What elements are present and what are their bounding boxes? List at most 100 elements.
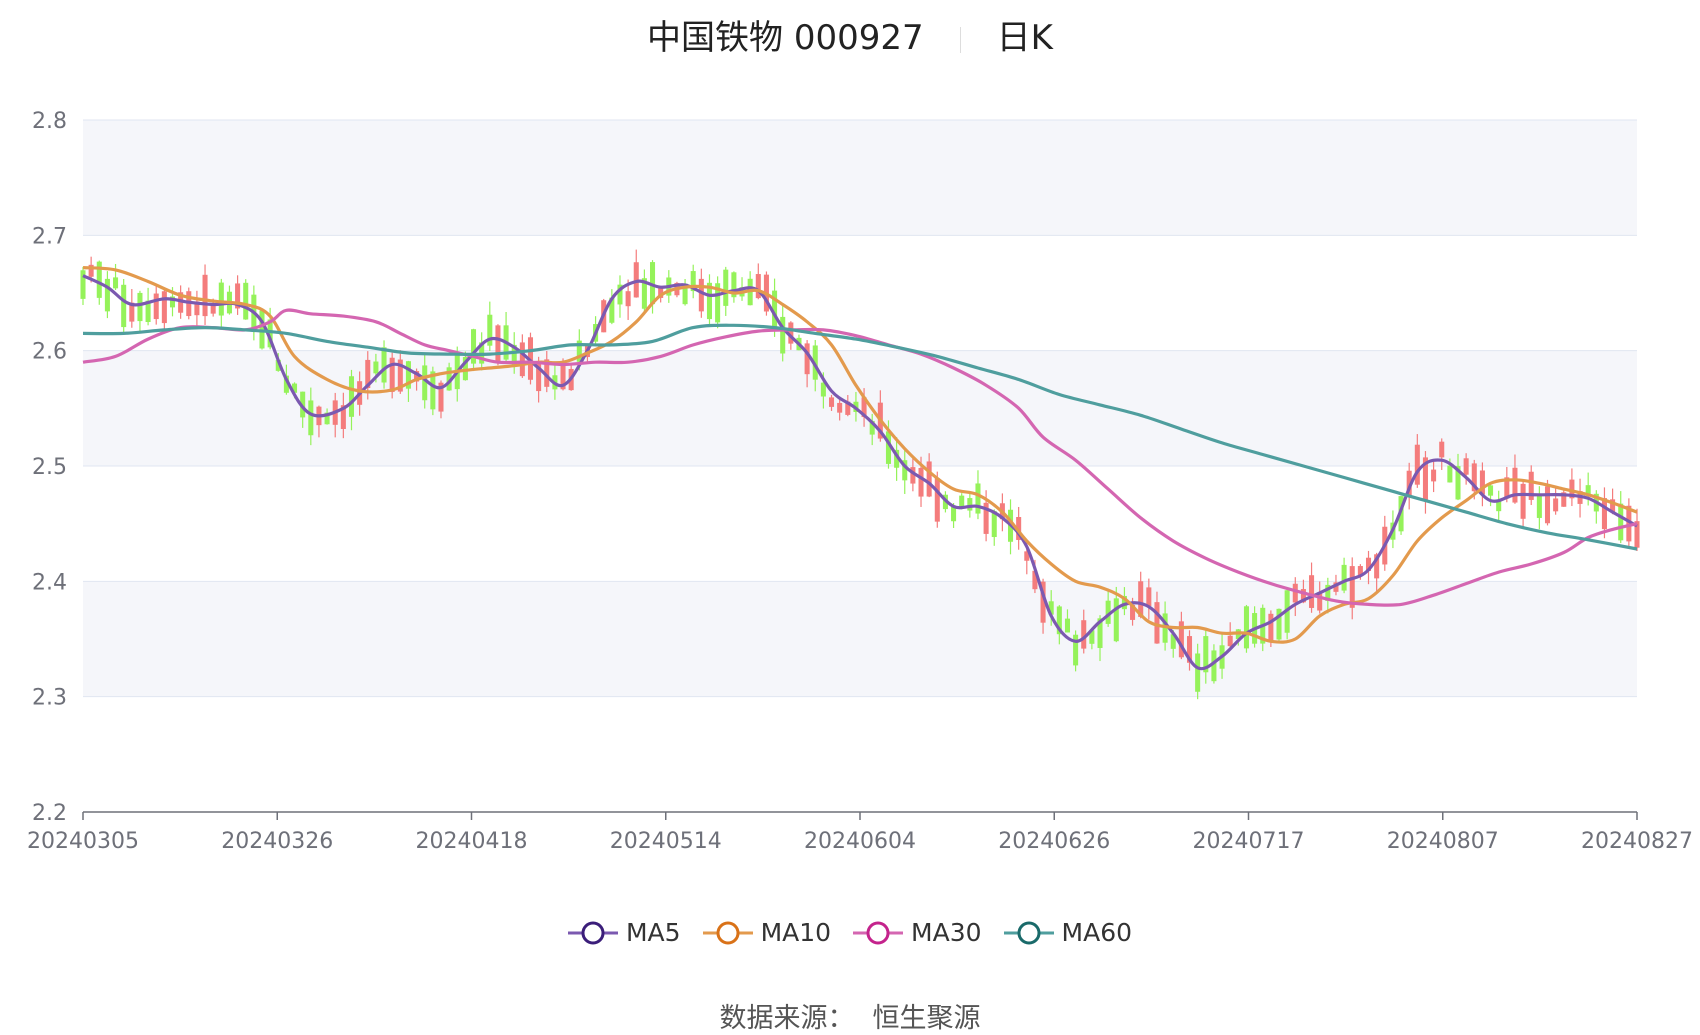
candle-body bbox=[682, 283, 688, 305]
candle-body bbox=[1333, 582, 1339, 592]
candle-body bbox=[1431, 469, 1437, 482]
candle-body bbox=[723, 269, 729, 306]
candle-body bbox=[1178, 621, 1184, 658]
candle-body bbox=[829, 397, 835, 407]
candle-body bbox=[633, 262, 639, 298]
chart-title-period: 日K bbox=[996, 18, 1053, 58]
legend-label: MA30 bbox=[911, 918, 982, 947]
candle-body bbox=[1626, 505, 1632, 542]
candle-body bbox=[381, 347, 387, 383]
legend-item-ma60[interactable]: MA60 bbox=[1003, 918, 1132, 947]
candle-body bbox=[324, 412, 330, 425]
candle-body bbox=[690, 271, 696, 292]
candle-body bbox=[88, 264, 94, 277]
candle-body bbox=[1414, 444, 1420, 485]
data-source: 数据来源： 恒生聚源 bbox=[0, 996, 1700, 1035]
candle-body bbox=[373, 361, 379, 374]
candle-body bbox=[820, 382, 826, 397]
legend-marker-icon bbox=[702, 921, 753, 944]
candle-body bbox=[1341, 564, 1347, 591]
candle-body bbox=[267, 319, 273, 348]
candle-body bbox=[487, 314, 493, 346]
y-tick-label: 2.6 bbox=[32, 340, 67, 365]
candle-body bbox=[1479, 470, 1485, 495]
band bbox=[83, 350, 1637, 466]
candle-body bbox=[210, 303, 216, 314]
band bbox=[83, 581, 1637, 697]
candle-body bbox=[1520, 483, 1526, 519]
candle-body bbox=[910, 467, 916, 484]
candle-body bbox=[576, 340, 582, 362]
candle-body bbox=[1488, 485, 1494, 496]
candle-body bbox=[544, 359, 550, 387]
x-tick-label: 20240717 bbox=[1193, 829, 1305, 854]
y-tick-label: 2.3 bbox=[32, 686, 67, 711]
candle-body bbox=[1243, 606, 1249, 649]
candle-body bbox=[869, 420, 875, 435]
candle-body bbox=[609, 297, 615, 323]
candle-body bbox=[340, 405, 346, 429]
candle-body bbox=[348, 376, 355, 417]
line-ma5 bbox=[82, 274, 1638, 671]
x-tick-label: 20240827 bbox=[1581, 829, 1693, 854]
candle-body bbox=[1138, 581, 1144, 617]
candle-body bbox=[300, 391, 306, 418]
candle-body bbox=[918, 467, 924, 497]
candle-body bbox=[1056, 606, 1062, 635]
candle-body bbox=[1610, 499, 1616, 513]
candle-body bbox=[698, 278, 704, 312]
candle-body bbox=[536, 362, 542, 392]
candle-body bbox=[495, 325, 501, 363]
candle-body bbox=[1292, 583, 1298, 603]
candle-body bbox=[462, 356, 468, 381]
title-separator bbox=[959, 26, 961, 53]
band bbox=[83, 120, 1637, 236]
candle-body bbox=[845, 401, 851, 415]
candle-body bbox=[951, 506, 957, 522]
candle-body bbox=[1276, 608, 1282, 640]
x-tick-label: 20240807 bbox=[1387, 829, 1499, 854]
candle-body bbox=[1447, 465, 1453, 483]
legend-item-ma30[interactable]: MA30 bbox=[853, 918, 982, 947]
candle-body bbox=[1374, 554, 1380, 579]
candle-body bbox=[975, 483, 981, 514]
candle-body bbox=[446, 367, 452, 391]
line-ma10 bbox=[82, 266, 1638, 644]
candle-body bbox=[1471, 463, 1477, 492]
candle-body bbox=[511, 344, 517, 366]
candle-body bbox=[1349, 566, 1355, 608]
candle-body bbox=[292, 383, 298, 393]
legend-circle bbox=[1017, 921, 1041, 944]
candle-body bbox=[1439, 441, 1445, 458]
candle-body bbox=[519, 342, 525, 377]
candle-body bbox=[1496, 501, 1502, 512]
candle-body bbox=[422, 365, 428, 401]
candle-body bbox=[983, 502, 989, 534]
legend-marker-icon bbox=[853, 921, 904, 944]
legend-item-ma5[interactable]: MA5 bbox=[567, 918, 681, 947]
candle-body bbox=[934, 478, 940, 522]
legend-label: MA10 bbox=[760, 918, 832, 947]
candle-body bbox=[1300, 589, 1306, 603]
candle-body bbox=[788, 322, 794, 344]
candle-body bbox=[625, 291, 631, 307]
candle-body bbox=[967, 498, 973, 511]
y-tick-label: 2.7 bbox=[32, 224, 67, 249]
y-tick-label: 2.2 bbox=[32, 801, 67, 826]
candle-body bbox=[1203, 636, 1209, 673]
legend-item-ma10[interactable]: MA10 bbox=[702, 918, 832, 947]
candle-body bbox=[389, 357, 395, 392]
candle-body bbox=[1536, 494, 1542, 518]
candle-body bbox=[397, 359, 403, 392]
candle-body bbox=[1024, 551, 1030, 561]
candle-body bbox=[1186, 636, 1193, 663]
candle-body bbox=[153, 293, 159, 320]
candle-body bbox=[113, 277, 119, 289]
candle-body bbox=[894, 449, 900, 468]
y-axis-ticks: 2.8 2.7 2.6 2.5 2.4 2.3 2.2 bbox=[32, 109, 67, 826]
candle-body bbox=[1227, 635, 1233, 647]
chart-title-name: 中国铁物 000927 bbox=[647, 18, 924, 58]
candle-body bbox=[218, 282, 224, 316]
candle-body bbox=[959, 495, 965, 509]
candle-body bbox=[1130, 604, 1136, 620]
